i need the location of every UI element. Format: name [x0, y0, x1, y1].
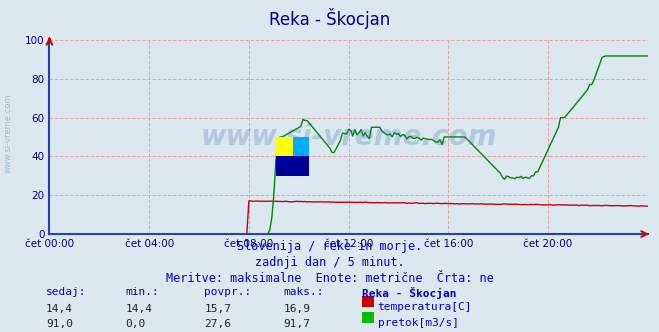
Text: povpr.:: povpr.:: [204, 287, 252, 297]
Text: 27,6: 27,6: [204, 319, 231, 329]
Text: zadnji dan / 5 minut.: zadnji dan / 5 minut.: [254, 256, 405, 269]
Text: 15,7: 15,7: [204, 304, 231, 314]
Text: Meritve: maksimalne  Enote: metrične  Črta: ne: Meritve: maksimalne Enote: metrične Črta…: [165, 272, 494, 285]
Text: temperatura[C]: temperatura[C]: [378, 302, 472, 312]
Bar: [276, 156, 309, 176]
Text: pretok[m3/s]: pretok[m3/s]: [378, 318, 459, 328]
Text: www.si-vreme.com: www.si-vreme.com: [200, 123, 497, 151]
Bar: [276, 137, 293, 156]
Text: 14,4: 14,4: [125, 304, 152, 314]
Text: Reka - Škocjan: Reka - Škocjan: [362, 287, 457, 299]
Text: 16,9: 16,9: [283, 304, 310, 314]
Text: maks.:: maks.:: [283, 287, 324, 297]
Text: 91,7: 91,7: [283, 319, 310, 329]
Text: Reka - Škocjan: Reka - Škocjan: [269, 8, 390, 29]
Text: Slovenija / reke in morje.: Slovenija / reke in morje.: [237, 240, 422, 253]
Text: 0,0: 0,0: [125, 319, 146, 329]
Text: 14,4: 14,4: [46, 304, 73, 314]
Text: sedaj:: sedaj:: [46, 287, 86, 297]
Text: 91,0: 91,0: [46, 319, 73, 329]
Text: min.:: min.:: [125, 287, 159, 297]
Text: www.si-vreme.com: www.si-vreme.com: [3, 93, 13, 173]
Bar: [293, 137, 309, 156]
